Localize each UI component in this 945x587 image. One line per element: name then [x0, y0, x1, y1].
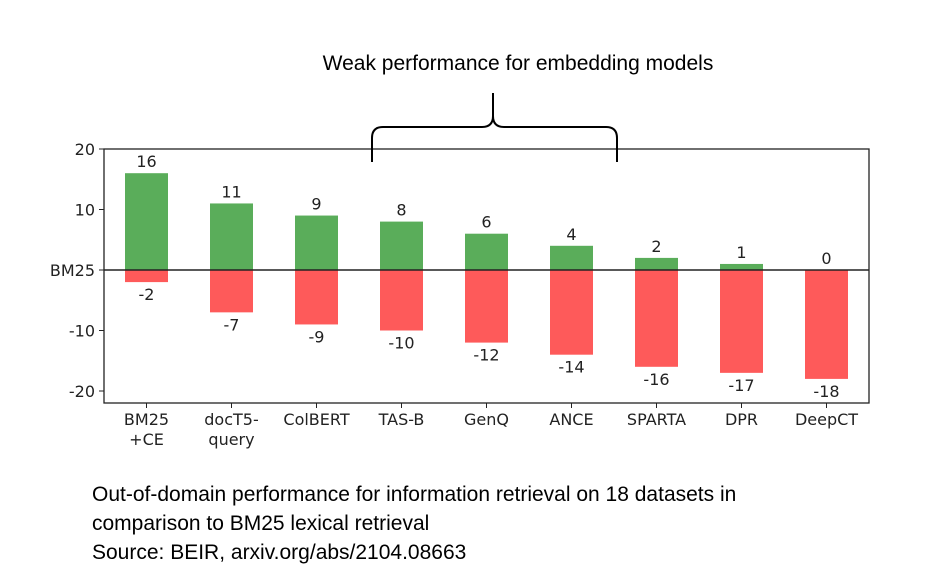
bar-loss: [380, 270, 423, 331]
value-label-loss: -14: [558, 358, 584, 377]
value-label-loss: -17: [728, 376, 754, 395]
value-label-win: 8: [396, 201, 406, 220]
bars-group: [125, 173, 848, 379]
x-tick-label: +CE: [129, 430, 164, 449]
x-tick-label: ANCE: [549, 410, 593, 429]
value-labels: 16 -2 11 -7 9 -9 8 -10 6 -12 4 -14 2 -16 1 -17 0 -18: [136, 152, 839, 401]
bar-win: [635, 257, 678, 270]
value-label-loss: -16: [643, 370, 669, 389]
bar-loss: [720, 270, 763, 373]
bar-loss: [125, 270, 168, 283]
caption-line-3: Source: BEIR, arxiv.org/abs/2104.08663: [92, 541, 467, 564]
x-tick-label: TAS-B: [378, 410, 425, 429]
y-tick-label: -10: [69, 322, 95, 341]
value-label-win: 6: [481, 213, 491, 232]
value-label-loss: -9: [309, 327, 325, 346]
x-tick-label: DPR: [725, 410, 758, 429]
bar-win: [210, 203, 253, 270]
x-tick-label: DeepCT: [795, 410, 858, 429]
bar-win: [720, 263, 763, 270]
y-tick-label: BM25: [50, 261, 95, 280]
value-label-win: 11: [221, 182, 241, 201]
bar-loss: [550, 270, 593, 355]
x-tick-label: GenQ: [464, 410, 509, 429]
plot-frame: [103, 148, 870, 404]
x-tick-label: ColBERT: [283, 410, 349, 429]
x-tick-label: docT5-: [204, 410, 258, 429]
bar-loss: [210, 270, 253, 313]
annotation-label: Weak performance for embedding models: [322, 52, 714, 75]
figure-caption: Out-of-domain performance for informatio…: [92, 480, 736, 567]
value-label-win: 9: [311, 195, 321, 214]
value-label-win: 2: [651, 237, 661, 256]
bar-loss: [295, 270, 338, 325]
bar-win: [125, 173, 168, 270]
value-label-win: 0: [821, 249, 831, 268]
caption-line-2: comparison to BM25 lexical retrieval: [92, 512, 430, 535]
x-tick-label: BM25: [124, 410, 169, 429]
value-label-loss: -10: [388, 334, 414, 353]
value-label-win: 16: [136, 152, 156, 171]
bar-loss: [465, 270, 508, 343]
value-label-loss: -12: [473, 346, 499, 365]
x-tick-label: SPARTA: [627, 410, 686, 429]
y-tick-label: 10: [75, 201, 95, 220]
x-tick-label: query: [208, 430, 254, 449]
bar-loss: [805, 270, 848, 379]
bar-win: [550, 245, 593, 270]
y-tick-label: -20: [69, 382, 95, 401]
value-label-loss: -7: [224, 315, 240, 334]
bar-loss: [635, 270, 678, 367]
bar-win: [465, 233, 508, 270]
value-label-win: 4: [566, 225, 576, 244]
y-tick-label: 20: [75, 140, 95, 159]
value-label-loss: -18: [813, 382, 839, 401]
bar-win: [295, 215, 338, 270]
y-axis: 20 10 BM25 -10 -20: [50, 140, 104, 401]
value-label-win: 1: [736, 243, 746, 262]
caption-line-1: Out-of-domain performance for informatio…: [92, 483, 737, 506]
x-axis: BM25+CE docT5-query ColBERT TAS-B GenQ ANCE SP…: [124, 403, 858, 449]
value-label-loss: -2: [139, 285, 155, 304]
bar-win: [380, 221, 423, 270]
brace-annotation: [371, 93, 618, 162]
